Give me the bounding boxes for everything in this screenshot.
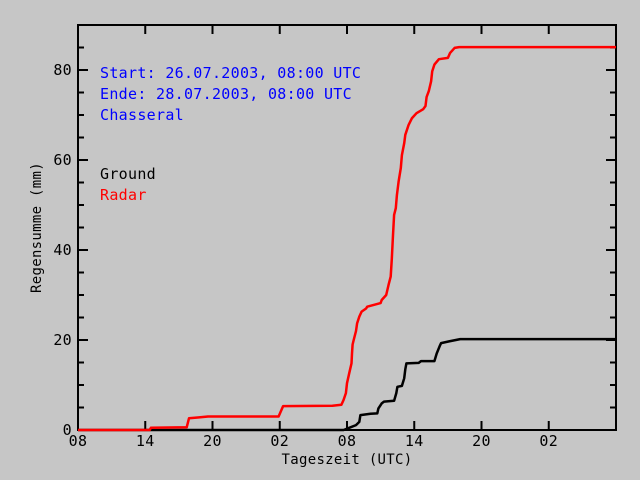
radar-series-line xyxy=(78,45,616,432)
legend-label-radar: Radar xyxy=(100,186,147,204)
x-tick-label: 20 xyxy=(472,432,491,450)
y-tick-label: 40 xyxy=(53,241,72,259)
x-tick-label: 08 xyxy=(69,432,88,450)
x-tick-label: 02 xyxy=(539,432,558,450)
y-tick-label: 20 xyxy=(53,331,72,349)
annotation-start-time: Start: 26.07.2003, 08:00 UTC xyxy=(100,64,362,82)
x-tick-label: 14 xyxy=(136,432,155,450)
y-axis-title: Regensumme (mm) xyxy=(29,162,45,293)
x-tick-label: 14 xyxy=(405,432,424,450)
legend-label-ground: Ground xyxy=(100,165,156,183)
x-tick-label: 02 xyxy=(270,432,289,450)
x-tick-label: 08 xyxy=(338,432,357,450)
y-tick-label: 80 xyxy=(53,61,72,79)
ground-series-line xyxy=(78,337,616,432)
y-tick-label: 0 xyxy=(63,421,72,439)
annotation-station-name: Chasseral xyxy=(100,106,184,124)
x-axis-title: Tageszeit (UTC) xyxy=(282,452,413,468)
y-tick-label: 60 xyxy=(53,151,72,169)
annotation-end-time: Ende: 28.07.2003, 08:00 UTC xyxy=(100,85,352,103)
x-tick-label: 20 xyxy=(203,432,222,450)
